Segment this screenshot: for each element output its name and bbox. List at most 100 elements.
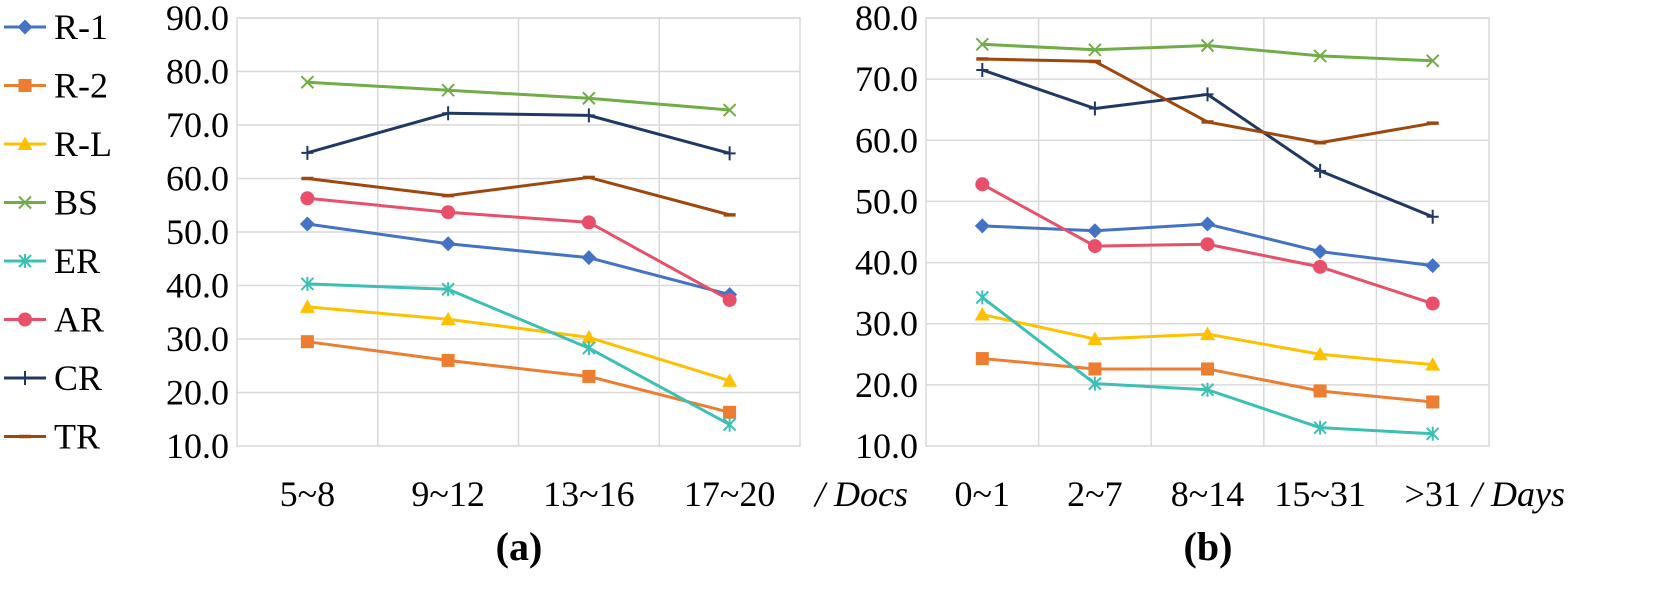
b-point-r-l-1 [1087,331,1103,345]
b-point-r-2-2 [1201,362,1214,376]
a-ytick-10: 10.0 [166,426,229,466]
b-xtick-2-7: 2~7 [1067,474,1122,514]
a-point-er-1 [441,282,455,297]
b-point-ar-4 [1425,296,1440,311]
legend-item-r-l: R-L [4,124,112,164]
a-series-line-bs [307,80,730,112]
legend-item-er: ER [4,241,100,281]
b-ytick-40: 40.0 [855,243,918,283]
b-point-r-l-0 [974,307,990,321]
a-point-ar-0 [300,191,315,206]
b-point-r-l-4 [1425,357,1441,371]
legend-label-r-1: R-1 [54,7,108,47]
a-point-cr-3 [723,146,736,161]
b-series-cr [976,62,1439,224]
b-series-tr [976,57,1439,145]
a-point-r-2-3 [723,405,737,419]
a-series-ar [300,191,737,307]
b-point-r-2-0 [975,352,989,366]
a-plot-frame [236,17,801,447]
legend-label-tr: TR [54,417,100,457]
b-point-er-1 [1088,376,1102,391]
a-ytick-30: 30.0 [166,319,229,359]
b-point-r-1-0 [974,218,990,234]
b-xtick-31: >31 [1405,474,1461,514]
a-ytick-50: 50.0 [166,212,229,252]
a-point-bs-2 [582,91,596,105]
b-series-ar [975,177,1440,311]
legend-label-er: ER [54,241,100,281]
b-point-bs-2 [1200,38,1215,53]
a-ytick-80: 80.0 [166,52,229,92]
a-point-er-3 [722,417,737,432]
legend-item-r-2: R-2 [4,66,108,106]
b-point-ar-0 [975,177,990,192]
legend-label-bs: BS [54,183,98,223]
b-point-r-l-2 [1200,326,1215,341]
b-ytick-70: 70.0 [855,59,918,99]
legend: R-1 R-2 R-L BS ER AR CR TR [4,7,112,457]
a-point-cr-2 [582,108,595,123]
a-xtick-9-12: 9~12 [411,474,484,514]
a-series-line-r-2 [307,340,730,414]
legend-marker-er [18,254,32,268]
b-point-cr-0 [976,62,989,77]
legend-label-ar: AR [54,300,104,340]
legend-label-cr: CR [54,358,102,398]
a-x-unit-label: / Docs [813,474,908,514]
legend-marker-r-2 [18,79,32,92]
b-point-ar-1 [1087,239,1102,254]
a-series-line-er [307,282,731,426]
a-ytick-60: 60.0 [166,159,229,199]
a-point-ar-3 [722,292,737,307]
a-point-r-1-1 [440,236,456,252]
a-subfigure-label: (a) [496,524,543,569]
b-series-bs [975,37,1440,68]
b-xtick-0-1: 0~1 [955,474,1010,514]
a-series-line-tr [307,175,731,217]
b-ytick-10: 10.0 [855,426,918,466]
b-point-er-3 [1313,420,1327,435]
legend-marker-cr [19,371,31,385]
legend-marker-bs [18,195,32,210]
b-point-er-4 [1425,426,1440,441]
legend-marker-r-l [17,136,33,150]
a-point-bs-1 [441,83,455,97]
b-subfigure-label: (b) [1184,524,1233,569]
b-ytick-30: 30.0 [855,304,918,344]
b-point-cr-3 [1314,163,1327,178]
b-point-bs-3 [1313,49,1327,63]
legend-item-r-1: R-1 [4,7,108,47]
a-ytick-40: 40.0 [166,266,229,306]
b-point-r-1-2 [1200,216,1215,232]
a-point-ar-2 [581,215,596,230]
b-point-r-2-1 [1088,362,1102,376]
legend-item-bs: BS [4,183,98,223]
a-point-r-2-0 [300,335,314,349]
b-x-unit-label: / Days [1470,474,1565,514]
b-plot-frame [925,17,1490,447]
a-series-line-r-1 [307,222,731,297]
a-ytick-20: 20.0 [166,373,229,413]
b-point-r-l-3 [1312,346,1328,361]
a-xtick-5-8: 5~8 [280,474,335,514]
b-point-er-0 [975,290,990,305]
b-xtick-8-14: 8~14 [1171,474,1244,514]
a-point-r-1-0 [299,216,315,232]
a-series-line-ar [307,196,731,302]
a-point-bs-3 [722,103,737,117]
a-point-er-2 [582,341,596,356]
a-series-r-l [299,299,738,387]
b-series-r-2 [975,352,1440,409]
a-point-r-2-2 [582,369,596,383]
a-point-r-l-1 [440,311,456,326]
b-point-bs-0 [975,37,990,51]
a-point-r-l-3 [722,373,738,387]
a-ytick-70: 70.0 [166,105,229,145]
a-point-r-l-2 [581,329,597,344]
a-series-cr [301,106,736,161]
a-point-bs-0 [300,75,315,89]
a-point-cr-1 [442,106,455,121]
chart-b: 10.0 20.0 30.0 40.0 50.0 60.0 70.0 80.0 0~1 2~7 8~… [855,0,1565,569]
